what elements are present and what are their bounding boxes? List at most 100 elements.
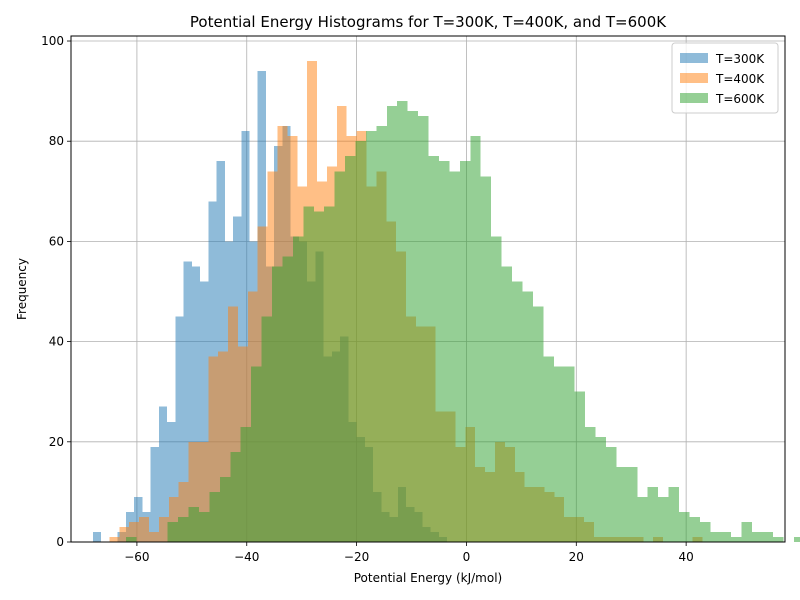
- histogram-bar: [198, 441, 209, 542]
- histogram-bar: [167, 521, 179, 542]
- y-tick-label: 40: [49, 335, 64, 349]
- histogram-bar: [200, 281, 209, 542]
- histogram-bar: [741, 521, 753, 542]
- histogram-bar: [793, 536, 800, 542]
- histogram-bar: [282, 256, 293, 542]
- histogram-bar: [699, 521, 711, 542]
- histogram-bar: [125, 536, 137, 542]
- histogram-bar: [574, 391, 586, 542]
- histogram-bar: [240, 426, 252, 542]
- histogram-bar: [752, 531, 763, 542]
- histogram-bar: [303, 206, 314, 542]
- plot-bars: [92, 61, 800, 543]
- histogram-bar: [191, 266, 201, 542]
- histogram-bar: [668, 486, 679, 542]
- histogram-bar: [183, 261, 192, 542]
- legend-swatch: [680, 93, 708, 103]
- histogram-bar: [175, 316, 184, 542]
- histogram-bar: [168, 496, 179, 542]
- histogram-bar: [198, 511, 210, 542]
- y-axis-ticks: 0 20 40 60 80 100: [41, 34, 71, 549]
- histogram-bar: [178, 481, 189, 542]
- legend: T=300K T=400K T=600K: [671, 42, 779, 114]
- histogram-bar: [139, 516, 149, 542]
- histogram-bar: [616, 466, 627, 542]
- histogram-bar: [209, 491, 220, 542]
- histogram-bar: [522, 291, 533, 542]
- y-axis-label: Frequency: [15, 258, 29, 320]
- histogram-bar: [543, 356, 554, 542]
- histogram-bar: [480, 176, 492, 542]
- histogram-bar: [731, 536, 742, 542]
- histogram-bar: [626, 466, 638, 542]
- histogram-bar: [491, 236, 502, 542]
- histogram-bar: [658, 496, 669, 542]
- histogram-bar: [218, 351, 229, 542]
- histogram-bar: [418, 116, 429, 542]
- series-3: [125, 101, 800, 543]
- histogram-bar: [532, 306, 544, 542]
- histogram-bar: [129, 521, 140, 542]
- x-tick-label: −40: [234, 550, 259, 564]
- histogram-bar: [345, 156, 356, 543]
- histogram-bar: [762, 531, 773, 542]
- histogram-bar: [470, 136, 481, 543]
- legend-label: T=600K: [715, 92, 765, 106]
- histogram-bar: [553, 366, 565, 542]
- x-tick-label: 20: [569, 550, 584, 564]
- y-tick-label: 60: [49, 234, 64, 248]
- histogram-bar: [148, 531, 159, 542]
- legend-label: T=400K: [715, 72, 765, 86]
- histogram-bar: [119, 526, 130, 542]
- histogram-bar: [324, 206, 335, 542]
- legend-swatch: [680, 53, 708, 63]
- histogram-bar: [678, 511, 690, 542]
- histogram-bar: [605, 446, 617, 542]
- histogram-bar: [564, 366, 575, 542]
- x-axis-ticks: −60 −40 −20 0 20 40: [124, 542, 694, 564]
- histogram-bar: [386, 106, 398, 542]
- legend-swatch: [680, 73, 708, 83]
- histogram-bar: [647, 486, 659, 542]
- x-tick-label: 0: [463, 550, 471, 564]
- histogram-bar: [355, 141, 366, 542]
- y-tick-label: 100: [41, 34, 64, 48]
- histogram-bar: [459, 161, 471, 542]
- histogram-bar: [689, 516, 700, 542]
- histogram-bar: [261, 316, 273, 542]
- histogram-bar: [219, 476, 231, 542]
- histogram-bar: [585, 426, 596, 542]
- histogram-bar: [167, 421, 176, 542]
- histogram-bar: [251, 366, 262, 542]
- histogram-bar: [397, 101, 408, 542]
- y-tick-label: 20: [49, 435, 64, 449]
- histogram-bar: [134, 496, 143, 542]
- histogram-bar: [158, 516, 169, 542]
- histogram-bar: [92, 531, 102, 542]
- histogram-bar: [158, 406, 168, 542]
- x-axis-label: Potential Energy (kJ/mol): [354, 571, 502, 585]
- histogram-bar: [313, 211, 325, 542]
- histogram-bar: [438, 161, 450, 542]
- histogram-bar: [272, 266, 283, 542]
- histogram-bar: [228, 306, 238, 542]
- histogram-bar: [376, 126, 387, 542]
- histogram-bar: [365, 131, 377, 543]
- histogram-bar: [292, 236, 304, 542]
- histogram-bar: [109, 536, 120, 542]
- histogram-bar: [188, 441, 199, 542]
- legend-label: T=300K: [715, 52, 765, 66]
- histogram-bar: [428, 156, 439, 543]
- histogram-bar: [512, 281, 523, 542]
- histogram-bar: [208, 356, 219, 542]
- histogram-bar: [772, 536, 784, 542]
- chart-title: Potential Energy Histograms for T=300K, …: [190, 13, 667, 31]
- histogram-bar: [241, 131, 250, 543]
- x-tick-label: −60: [124, 550, 149, 564]
- histogram-bar: [178, 516, 189, 542]
- x-tick-label: −20: [344, 550, 369, 564]
- histogram-bar: [449, 171, 460, 542]
- y-tick-label: 80: [49, 134, 64, 148]
- histogram-bar: [595, 436, 606, 542]
